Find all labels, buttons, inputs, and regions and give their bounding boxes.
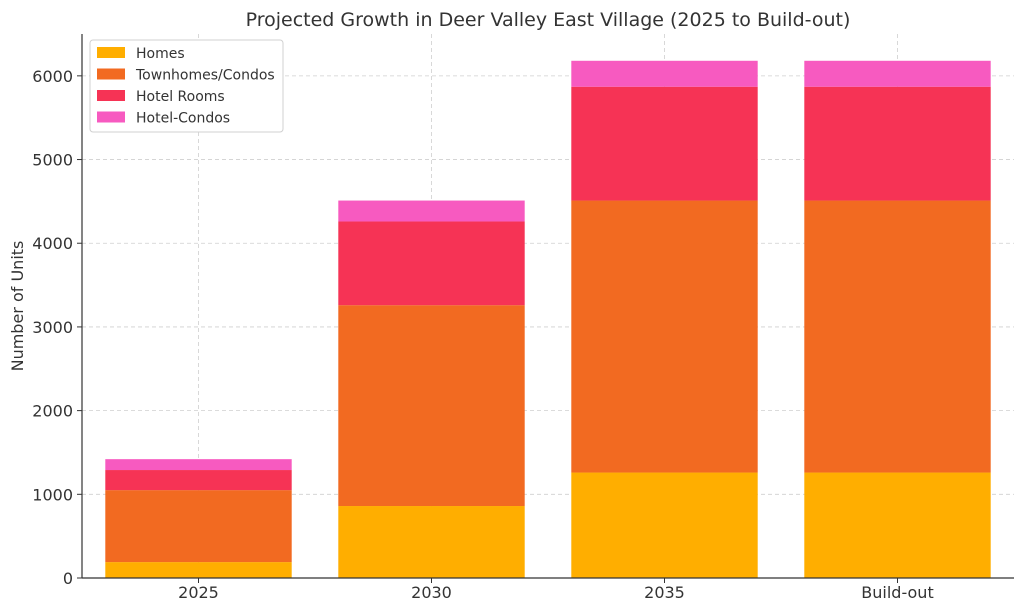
legend-swatch bbox=[97, 47, 125, 58]
bar-segment bbox=[105, 459, 292, 471]
bar-segment bbox=[338, 305, 525, 507]
bar-segment bbox=[804, 200, 991, 473]
legend-box bbox=[89, 39, 284, 133]
legend-swatch bbox=[97, 68, 125, 80]
legend-label: Townhomes/Condos bbox=[135, 68, 275, 84]
bar-segment bbox=[571, 200, 758, 473]
y-tick-label: 2000 bbox=[32, 402, 73, 421]
bar-segment bbox=[105, 562, 292, 578]
bar-segment bbox=[571, 60, 758, 87]
legend-swatch bbox=[97, 111, 125, 123]
bar-segment bbox=[338, 200, 525, 222]
bar-segment bbox=[571, 86, 758, 201]
y-tick-label: 5000 bbox=[32, 151, 73, 170]
x-tick-label: 2025 bbox=[178, 583, 219, 602]
y-tick-label: 6000 bbox=[32, 67, 73, 86]
x-tick-label: 2035 bbox=[644, 583, 685, 602]
legend-swatch bbox=[97, 90, 125, 101]
bar-segment bbox=[804, 472, 991, 578]
x-tick-labels: 2025 2030 2035 Build-out bbox=[178, 578, 934, 602]
y-tick-label: 0 bbox=[63, 569, 73, 588]
y-axis-label: Number of Units bbox=[8, 241, 27, 372]
y-tick-labels: 0 1000 2000 3000 4000 5000 6000 bbox=[32, 67, 82, 588]
x-tick-label: Build-out bbox=[861, 583, 933, 602]
bar-segment bbox=[338, 506, 525, 578]
chart-title: Projected Growth in Deer Valley East Vil… bbox=[246, 9, 851, 31]
bars bbox=[105, 60, 991, 578]
legend-label: Hotel Rooms bbox=[136, 89, 225, 105]
legend-label: Hotel-Condos bbox=[136, 111, 230, 127]
bar-segment bbox=[105, 470, 292, 491]
legend: Homes Townhomes/Condos Hotel Rooms Hotel-Co… bbox=[89, 39, 284, 133]
bar-segment bbox=[804, 86, 991, 201]
y-tick-label: 3000 bbox=[32, 318, 73, 337]
bar-segment bbox=[571, 472, 758, 578]
bar-segment bbox=[105, 490, 292, 563]
legend-label: Homes bbox=[136, 46, 185, 62]
x-tick-label: 2030 bbox=[411, 583, 452, 602]
bar-segment bbox=[338, 221, 525, 306]
y-tick-label: 1000 bbox=[32, 485, 73, 504]
bar-segment bbox=[804, 60, 991, 87]
y-tick-label: 4000 bbox=[32, 234, 73, 253]
